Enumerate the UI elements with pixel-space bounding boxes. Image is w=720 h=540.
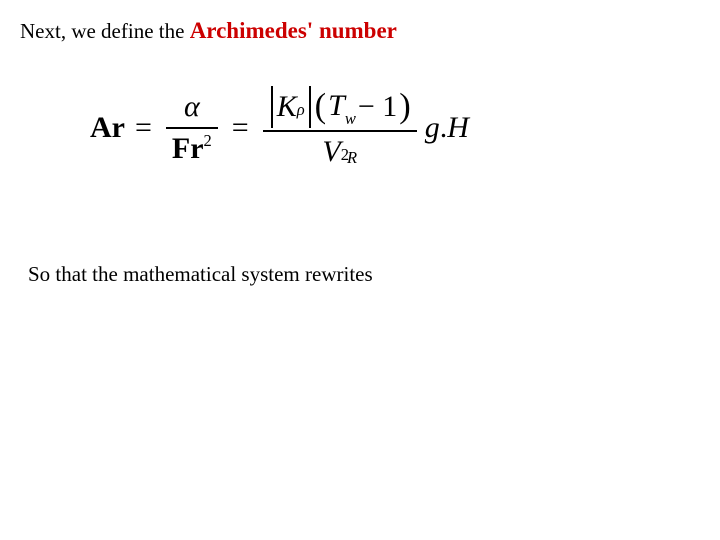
tail-g: g [425, 111, 440, 145]
abs-bar-right [309, 86, 311, 128]
outro-line: So that the mathematical system rewrites [28, 262, 700, 287]
equation: Ar = α Fr2 = Kρ ( Tw − 1 ) V2R [90, 84, 700, 172]
paren-close: ) [399, 86, 411, 127]
eq-lhs: Ar [90, 111, 125, 145]
eq-rhs-fraction: Kρ ( Tw − 1 ) V2R [263, 84, 417, 172]
abs-k-sub: ρ [297, 100, 305, 120]
abs-k: K [277, 89, 297, 125]
intro-term-text: Archimedes' number [190, 18, 397, 43]
eq-equals-1: = [135, 111, 152, 145]
eq-mid-den-exp: 2 [204, 131, 212, 150]
eq-mid-den: Fr2 [166, 129, 218, 169]
tw-sub: w [345, 109, 356, 128]
abs-content: Kρ [275, 86, 307, 128]
eq-mid-fraction: α Fr2 [166, 87, 218, 169]
den-v: V [322, 134, 340, 170]
abs-group: Kρ [269, 86, 313, 128]
minus-one: − 1 [358, 89, 397, 125]
abs-bar-left [271, 86, 273, 128]
eq-rhs-den: V2R [316, 132, 363, 172]
paren-open: ( [315, 86, 327, 127]
eq-rhs-num: Kρ ( Tw − 1 ) [263, 84, 417, 130]
tail-h: H [447, 111, 469, 145]
eq-tail: g.H [425, 111, 469, 145]
eq-mid-num: α [178, 87, 206, 127]
eq-equals-2: = [232, 111, 249, 145]
tw-group: Tw [328, 88, 356, 127]
den-r: R [347, 148, 357, 168]
intro-plain-text: Next, we define the [20, 19, 190, 43]
tw-base: T [328, 89, 345, 122]
eq-mid-den-base: Fr [172, 132, 204, 165]
intro-line: Next, we define the Archimedes' number [20, 18, 700, 44]
